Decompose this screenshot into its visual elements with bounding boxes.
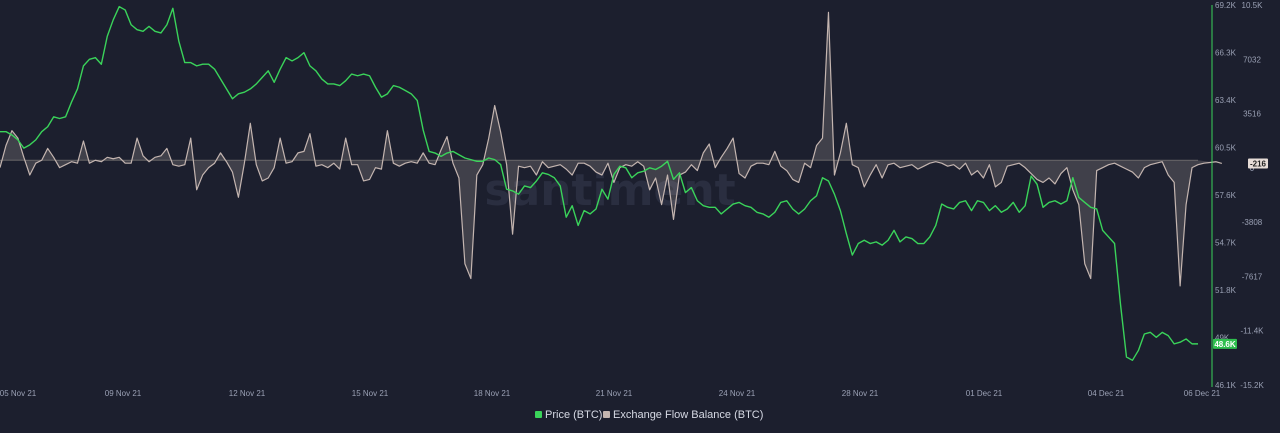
x-tick-label: 06 Dec 21 xyxy=(1184,389,1221,398)
flow-tick-label: -15.2K xyxy=(1240,381,1264,390)
price-tick-label: 69.2K xyxy=(1215,1,1237,10)
left-axis: 69.2K 66.3K 63.4K 60.5K 57.6K 54.7K 51.8K 49K 46… xyxy=(1211,1,1237,390)
price-tick-label: 63.4K xyxy=(1215,96,1237,105)
x-axis: 05 Nov 21 09 Nov 21 12 Nov 21 15 Nov 21 18 N… xyxy=(0,389,1221,398)
price-tick-label: 57.6K xyxy=(1215,191,1237,200)
flow-tick-label: 10.5K xyxy=(1242,1,1264,10)
x-tick-label: 12 Nov 21 xyxy=(229,389,266,398)
price-tick-label: 49K xyxy=(1215,334,1230,343)
flow-tick-label: -11.4K xyxy=(1241,327,1265,336)
flow-tick-label: -7617 xyxy=(1242,272,1263,281)
price-line xyxy=(0,5,1198,362)
x-tick-label: 24 Nov 21 xyxy=(719,389,756,398)
price-series xyxy=(0,5,1198,362)
flow-tick-label: 3516 xyxy=(1243,110,1261,119)
flow-line xyxy=(0,11,1223,287)
price-tick-label: 66.3K xyxy=(1215,49,1237,58)
legend-swatch xyxy=(603,411,610,418)
x-tick-label: 04 Dec 21 xyxy=(1088,389,1125,398)
price-tick-label: 46.1K xyxy=(1215,381,1237,390)
flow-current-label: -216 xyxy=(1250,159,1267,168)
price-tick-label: 60.5K xyxy=(1215,144,1237,153)
flow-area xyxy=(0,12,1222,286)
x-tick-label: 01 Dec 21 xyxy=(966,389,1003,398)
price-current-label: 48.6K xyxy=(1214,340,1236,349)
x-tick-label: 21 Nov 21 xyxy=(596,389,633,398)
flow-current-badge xyxy=(1248,158,1268,169)
legend-item-label[interactable]: Price (BTC) xyxy=(545,409,602,421)
price-tick-label: 51.8K xyxy=(1215,286,1237,295)
flow-tick-label: 7032 xyxy=(1243,55,1261,64)
exchange-flow-series xyxy=(0,11,1223,287)
legend-swatch xyxy=(535,411,542,418)
price-current-badge xyxy=(1213,338,1237,349)
x-tick-label: 15 Nov 21 xyxy=(352,389,389,398)
right-axis: 10.5K703235160-3808-7617-11.4K-15.2K-216 xyxy=(1240,1,1268,390)
x-tick-label: 09 Nov 21 xyxy=(105,389,142,398)
x-tick-label: 05 Nov 21 xyxy=(0,389,37,398)
flow-tick-label: -3808 xyxy=(1242,218,1263,227)
legend-item-label[interactable]: Exchange Flow Balance (BTC) xyxy=(613,409,763,421)
x-tick-label: 28 Nov 21 xyxy=(842,389,879,398)
legend[interactable]: Price (BTC) Exchange Flow Balance (BTC) xyxy=(535,409,763,421)
price-tick-label: 54.7K xyxy=(1215,239,1237,248)
x-tick-label: 18 Nov 21 xyxy=(474,389,511,398)
